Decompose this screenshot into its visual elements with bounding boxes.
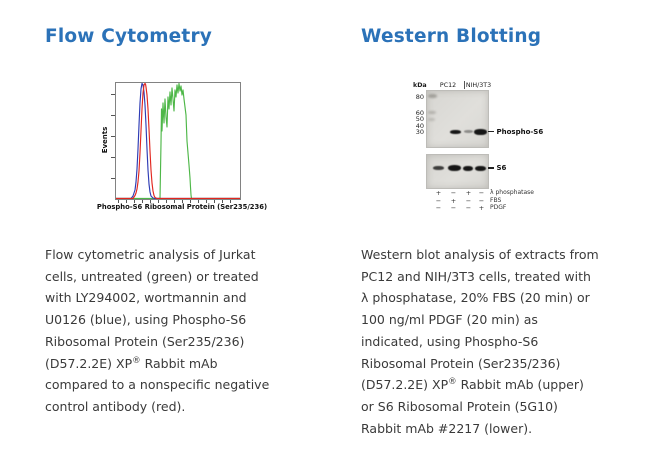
mw-marker-40: 40	[415, 121, 424, 130]
registered-trademark: ®	[448, 377, 457, 388]
mw-marker-60: 60	[415, 108, 424, 117]
treatment-label: PDGF	[490, 204, 507, 211]
mw-marker-50: 50	[415, 115, 424, 123]
curve-red-control	[116, 83, 240, 199]
band-pointer-line	[488, 130, 494, 133]
x-axis-ticks	[118, 200, 238, 203]
flow-cytometry-figure: Events Phospho-S6 Ribosomal Protein (Ser…	[97, 78, 267, 220]
treatment-row-phosphatase: + − + − λ phosphatase	[410, 189, 660, 197]
treatment-sign: +	[435, 189, 442, 197]
treatment-sign: −	[450, 204, 457, 212]
treatment-row-fbs: − + − − FBS	[410, 197, 660, 205]
y-axis-label: Events	[101, 126, 109, 154]
mw-marker-80: 80	[415, 93, 424, 101]
marker-smudge	[428, 94, 437, 98]
band-pointer-line	[488, 167, 494, 169]
lower-blot-label-text: S6	[496, 164, 507, 172]
treatment-sign: +	[465, 189, 472, 197]
upper-blot-panel	[426, 90, 489, 148]
s6-band-lane1	[433, 166, 444, 170]
kda-label: kDa	[413, 82, 427, 89]
histogram-canvas	[116, 83, 240, 199]
western-caption-post: Rabbit mAb (upper) or S6 Ribosomal Prote…	[361, 377, 584, 436]
flow-caption: Flow cytometric analysis of Jurkat cells…	[45, 244, 317, 418]
treatment-sign: +	[478, 204, 485, 212]
s6-band-lane2	[447, 165, 461, 171]
upper-blot-label-text: Phospho-S6	[496, 127, 544, 136]
treatment-label: λ phosphatase	[490, 189, 535, 196]
phospho-s6-band-lane3	[463, 130, 473, 133]
lane-group-pc12: PC12	[439, 82, 457, 89]
western-caption-pre: Western blot analysis of extracts from P…	[361, 247, 599, 393]
marker-smudge	[428, 111, 436, 114]
flow-caption-pre: Flow cytometric analysis of Jurkat cells…	[45, 247, 259, 371]
flow-caption-post: Rabbit mAb compared to a nonspecific neg…	[45, 355, 270, 414]
curve-green-untreated	[116, 83, 240, 199]
phospho-s6-band-lane4	[474, 128, 487, 135]
y-axis-ticks	[111, 94, 115, 195]
s6-band-label: S6	[488, 164, 506, 172]
lane-group-nih3t3: NIH/3T3	[465, 82, 492, 89]
marker-smudge	[428, 118, 435, 121]
flow-section-heading: Flow Cytometry	[45, 26, 213, 47]
phospho-s6-band-label: Phospho-S6	[488, 128, 543, 136]
treatment-sign: +	[450, 196, 457, 205]
treatment-sign: −	[435, 204, 442, 212]
treatment-sign: −	[465, 204, 472, 212]
treatment-sign: −	[465, 196, 472, 205]
treatment-sign: −	[435, 196, 442, 205]
treatment-sign: −	[478, 196, 485, 205]
lane-group-separator	[464, 81, 465, 89]
s6-band-lane4	[474, 165, 486, 171]
treatment-row-pdgf: − − − + PDGF	[410, 204, 660, 212]
registered-trademark: ®	[132, 355, 141, 366]
western-caption: Western blot analysis of extracts from P…	[361, 244, 661, 439]
lower-blot-panel	[426, 154, 489, 189]
treatment-sign: −	[478, 189, 485, 197]
mw-marker-30: 30	[415, 127, 424, 136]
western-section-heading: Western Blotting	[361, 26, 542, 47]
phospho-s6-band-lane2	[450, 129, 461, 134]
treatment-label: FBS	[490, 196, 502, 204]
x-axis-label: Phospho-S6 Ribosomal Protein (Ser235/236…	[96, 203, 268, 211]
s6-band-lane3	[462, 165, 473, 171]
flow-plot	[111, 82, 241, 203]
curve-blue-treated	[116, 83, 240, 199]
western-blot-figure: kDa PC12 NIH/3T3 80 60 50 40 30 Phospho-…	[410, 80, 660, 218]
treatment-sign: −	[450, 189, 457, 197]
